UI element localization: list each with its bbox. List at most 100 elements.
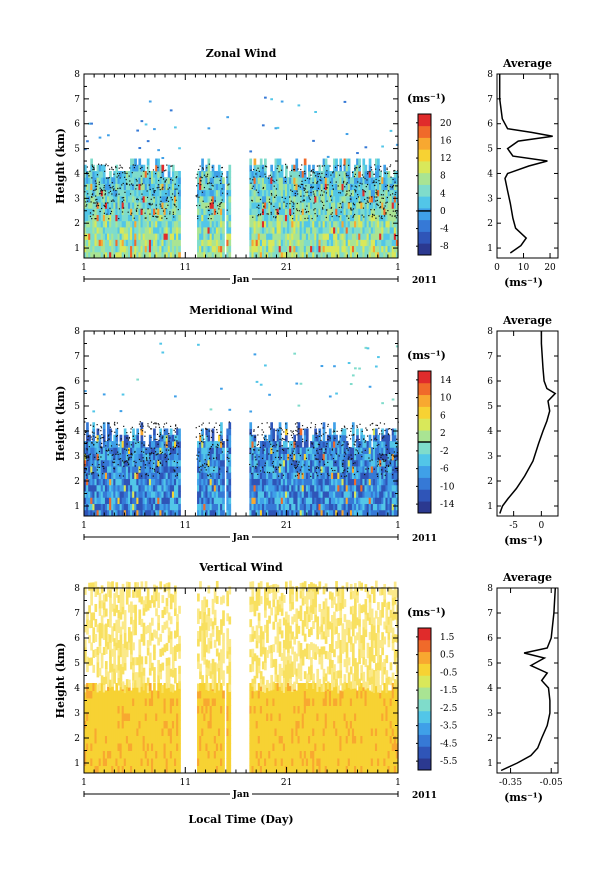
contour-mark [88,175,90,177]
heatmap-cell [312,177,315,184]
contour-mark [256,444,259,446]
contour-mark [332,188,335,190]
heatmap-cell [215,447,219,454]
heatmap-cell [374,202,378,209]
x-tick-label: 10 [518,263,530,273]
heatmap-cell [251,251,255,259]
heatmap-cell [86,220,89,228]
heatmap-cell [314,484,317,492]
contour-mark [92,209,94,212]
heatmap-cell [84,245,87,253]
heatmap-cell [318,459,322,467]
heatmap-cell [272,189,276,197]
heatmap-cell [222,459,225,467]
contour-mark [197,182,199,185]
heatmap-cell [92,183,96,191]
heatmap-cell [90,239,93,247]
heatmap-cell [366,202,370,209]
heatmap-cell [159,189,163,197]
contour-mark [95,182,97,184]
heatmap-cell [217,472,221,479]
heatmap-cell [257,195,261,203]
heatmap-cell [155,478,158,486]
contour-mark [348,434,351,436]
contour-mark [150,447,152,449]
heatmap-cell [395,233,399,240]
heatmap-cell [90,245,93,253]
contour-mark [394,210,396,212]
contour-mark [146,196,149,199]
heatmap-cell [207,177,211,184]
contour-mark [118,208,121,210]
heatmap-cell [370,233,374,240]
heatmap-cell [366,183,370,191]
heatmap-cell [107,434,110,442]
heatmap-cell [209,453,213,461]
contour-mark [356,425,358,427]
heatmap-cell [339,245,343,253]
heatmap-cell [343,491,347,498]
heatmap-cell [96,251,100,259]
heatmap-cell [207,220,211,228]
heatmap-cell [343,164,347,172]
heatmap-cell [255,183,259,191]
heatmap-cell [259,208,263,215]
contour-mark [391,185,394,188]
contour-mark [354,169,356,171]
heatmap-cell [121,453,125,461]
heatmap-cell [115,428,119,436]
contour-mark [107,202,109,204]
heatmap-cell [130,170,133,178]
contour-mark [389,164,392,166]
heatmap-cell [86,509,89,517]
heatmap-cell [222,177,225,184]
heatmap-cell [142,177,146,184]
heatmap-cell [98,434,102,442]
heatmap-cell [322,220,326,228]
heatmap-cell [84,164,87,172]
heatmap-cell [293,170,297,178]
heatmap-cell [293,478,297,486]
heatmap-cell [98,509,102,517]
heatmap-cell [310,233,313,240]
heatmap-cell [293,195,297,203]
heatmap-cell [305,478,309,486]
heatmap-cell [171,491,175,498]
heatmap-cell [90,208,93,215]
contour-mark [178,185,180,187]
heatmap-cell [119,170,123,178]
heatmap-cell [197,447,200,454]
heatmap-cell [138,158,142,166]
heatmap-cell [207,127,211,130]
heatmap-cell [253,202,257,209]
y-tick-label: 4 [74,169,80,179]
heatmap-cell [383,183,387,191]
heatmap-cell [127,447,131,454]
heatmap-cell [341,177,345,184]
heatmap-cell [372,202,376,209]
heatmap-cell [157,189,160,197]
heatmap-cell [312,239,315,247]
heatmap-cell [209,478,213,486]
contour-mark [116,176,118,178]
heatmap-cell [272,453,276,461]
heatmap-cell [339,214,343,222]
heatmap-cell [102,441,106,448]
heatmap-cell [331,497,334,504]
heatmap-cell [322,233,326,240]
heatmap-cell [268,472,271,479]
heatmap-cell [360,472,364,479]
heatmap-cell [155,491,158,498]
heatmap-cell [335,478,338,486]
heatmap-cell [213,497,217,504]
heatmap-cell [391,447,395,454]
heatmap-cell [354,367,357,370]
heatmap-cell [366,347,370,350]
heatmap-cell [171,164,175,172]
heatmap-cell [171,434,175,442]
heatmap-cell [215,453,219,461]
y-tick-label: 8 [74,70,80,80]
heatmap-cell [140,509,144,517]
contour-mark [270,202,272,204]
contour-mark [91,218,93,220]
